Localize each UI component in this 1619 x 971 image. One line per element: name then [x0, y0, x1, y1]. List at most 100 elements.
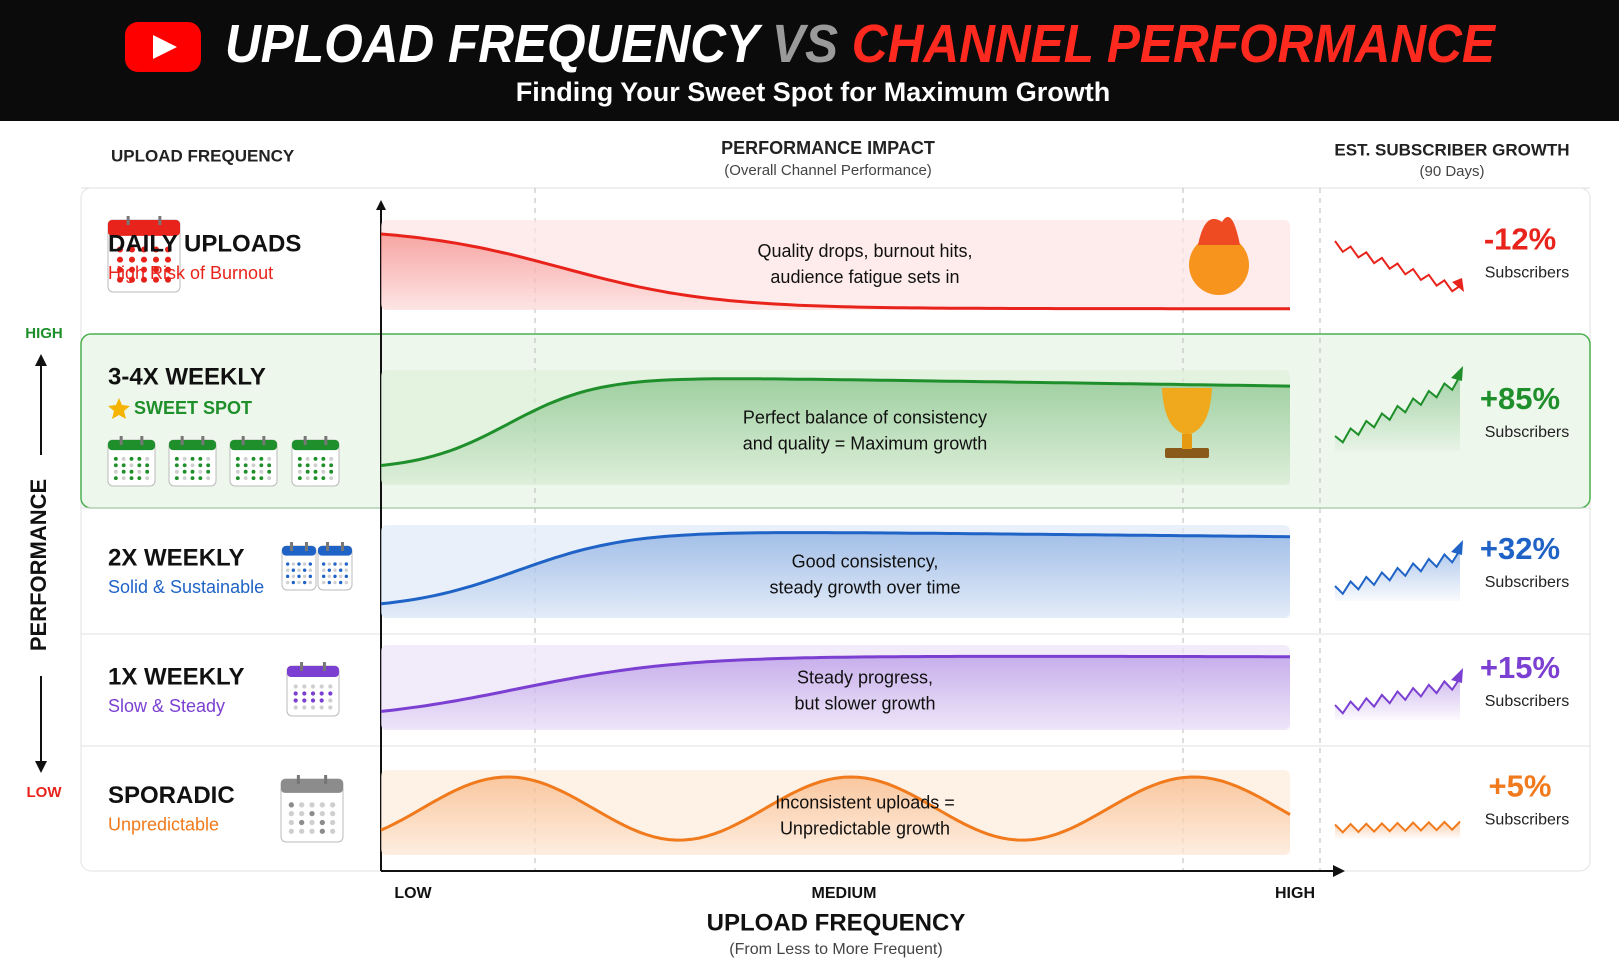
calendar-dot: [116, 246, 124, 253]
calendar-dot: [321, 476, 326, 481]
label: +15%: [1480, 650, 1560, 685]
calendar-dot: [328, 684, 333, 689]
impact-area: [381, 777, 1290, 855]
calendar-dot: [293, 705, 298, 710]
calendar-dot: [267, 456, 272, 461]
calendar-dot: [116, 266, 124, 273]
title: UPLOAD FREQUENCY VS CHANNEL PERFORMANCE: [225, 14, 1497, 74]
calendar-dot: [329, 469, 334, 474]
calendar-dot: [344, 574, 349, 579]
label: Quality drops, burnout hits,: [757, 241, 972, 261]
sparkline-area: [1335, 821, 1460, 839]
calendar-dot: [259, 463, 264, 468]
calendar-dot: [182, 456, 187, 461]
label: 2X WEEKLY: [108, 544, 245, 571]
calendar-dot: [288, 819, 294, 826]
calendar-dot: [164, 276, 172, 283]
sparkline: [1334, 820, 1461, 834]
calendar-dot: [152, 246, 160, 253]
content: UPLOAD FREQUENCY PERFORMANCE IMPACT (Overa…: [25, 138, 1591, 958]
calendar-dot: [206, 456, 211, 461]
calendar-dot: [121, 469, 126, 474]
impact-curve: [380, 775, 1291, 842]
y-axis-arrow: [376, 200, 386, 210]
label: steady growth over time: [769, 577, 960, 597]
calendar-dot: [113, 469, 118, 474]
calendar-dot: [243, 456, 248, 461]
calendar-dot: [299, 819, 305, 826]
label: Inconsistent uploads =: [775, 792, 955, 812]
calendar-dot: [137, 469, 142, 474]
calendar-dot: [313, 456, 318, 461]
label: Steady progress,: [797, 667, 933, 687]
calendar-dot: [330, 819, 336, 826]
label: Subscribers: [1485, 812, 1569, 829]
calendar-dot: [321, 574, 326, 579]
calendar-dot: [190, 463, 195, 468]
label: +5%: [1489, 769, 1552, 804]
calendar-dot: [297, 463, 302, 468]
perf-arrow-head: [35, 354, 47, 366]
calendar-dot: [297, 580, 301, 585]
calendar-dot: [288, 802, 294, 808]
calendar-dot: [267, 476, 272, 481]
calendar-dot: [310, 684, 316, 689]
label: LOW: [394, 885, 432, 902]
burnout-flame: [1198, 216, 1240, 245]
calendar-dot: [302, 684, 307, 689]
impact-curve: [380, 531, 1291, 606]
calendar-dot: [309, 802, 315, 808]
calendar-dot: [328, 698, 333, 703]
calendar-dot: [129, 476, 134, 481]
calendar-dot: [291, 580, 296, 585]
calendar-dot: [140, 256, 148, 263]
calendar-dot: [251, 476, 256, 481]
sparkline-area: [1335, 678, 1460, 720]
calendar-dot: [330, 828, 336, 834]
calendar-dot: [319, 698, 324, 703]
calendar-dot: [333, 568, 337, 572]
calendar-dot: [338, 562, 343, 566]
calendar-dot: [291, 562, 296, 566]
calendar-dot: [302, 568, 307, 572]
calendar-dot: [299, 802, 305, 808]
sparkline-arrow: [1451, 668, 1463, 683]
calendar-dot: [206, 469, 211, 474]
calendar-header: [318, 546, 352, 556]
label: Subscribers: [1485, 265, 1569, 282]
calendar-dot: [113, 476, 118, 481]
calendar-dot: [140, 276, 148, 283]
calendar-dot: [182, 469, 187, 474]
calendar-dot: [297, 568, 301, 572]
header-band: [0, 0, 1619, 121]
calendar-dot: [293, 684, 298, 689]
calendar-dot: [333, 562, 337, 566]
trophy-cup: [1162, 388, 1212, 435]
calendar-dot: [198, 476, 203, 481]
calendar-dot: [302, 562, 307, 566]
calendar-dot: [198, 463, 203, 468]
sparkline: [1334, 549, 1461, 596]
calendar-dot: [137, 463, 142, 468]
calendar-dot: [309, 828, 315, 834]
impact-curve: [380, 232, 1290, 311]
trophy-stem: [1182, 434, 1192, 449]
calendar-dot: [327, 568, 332, 572]
calendar-dot: [251, 469, 256, 474]
calendar-dot: [198, 469, 203, 474]
calendar-dot: [302, 691, 307, 696]
calendar-dot: [145, 476, 150, 481]
calendar-dot: [321, 469, 326, 474]
calendar-header: [281, 779, 343, 793]
calendar-dot: [309, 811, 315, 817]
calendar-dot: [190, 469, 195, 474]
calendar-dot: [344, 562, 349, 566]
calendar-dot: [321, 568, 326, 572]
label: LOW: [27, 784, 63, 801]
calendar-dot: [309, 819, 315, 826]
calendar-dot: [319, 802, 325, 808]
calendar-dot: [259, 456, 264, 461]
calendar-dot: [152, 276, 160, 283]
calendar-header: [169, 440, 216, 451]
calendar-dot: [152, 266, 160, 273]
